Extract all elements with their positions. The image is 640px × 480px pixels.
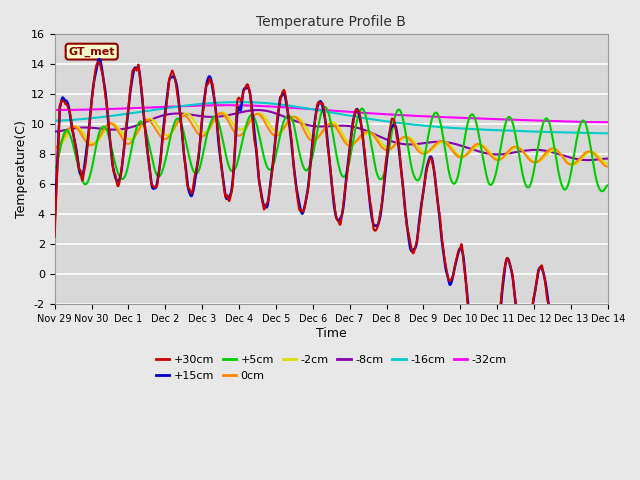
Text: GT_met: GT_met — [68, 47, 115, 57]
X-axis label: Time: Time — [316, 327, 347, 340]
Title: Temperature Profile B: Temperature Profile B — [256, 15, 406, 29]
Legend: +30cm, +15cm, +5cm, 0cm, -2cm, -8cm, -16cm, -32cm: +30cm, +15cm, +5cm, 0cm, -2cm, -8cm, -16… — [151, 351, 511, 385]
Y-axis label: Temperature(C): Temperature(C) — [15, 120, 28, 218]
